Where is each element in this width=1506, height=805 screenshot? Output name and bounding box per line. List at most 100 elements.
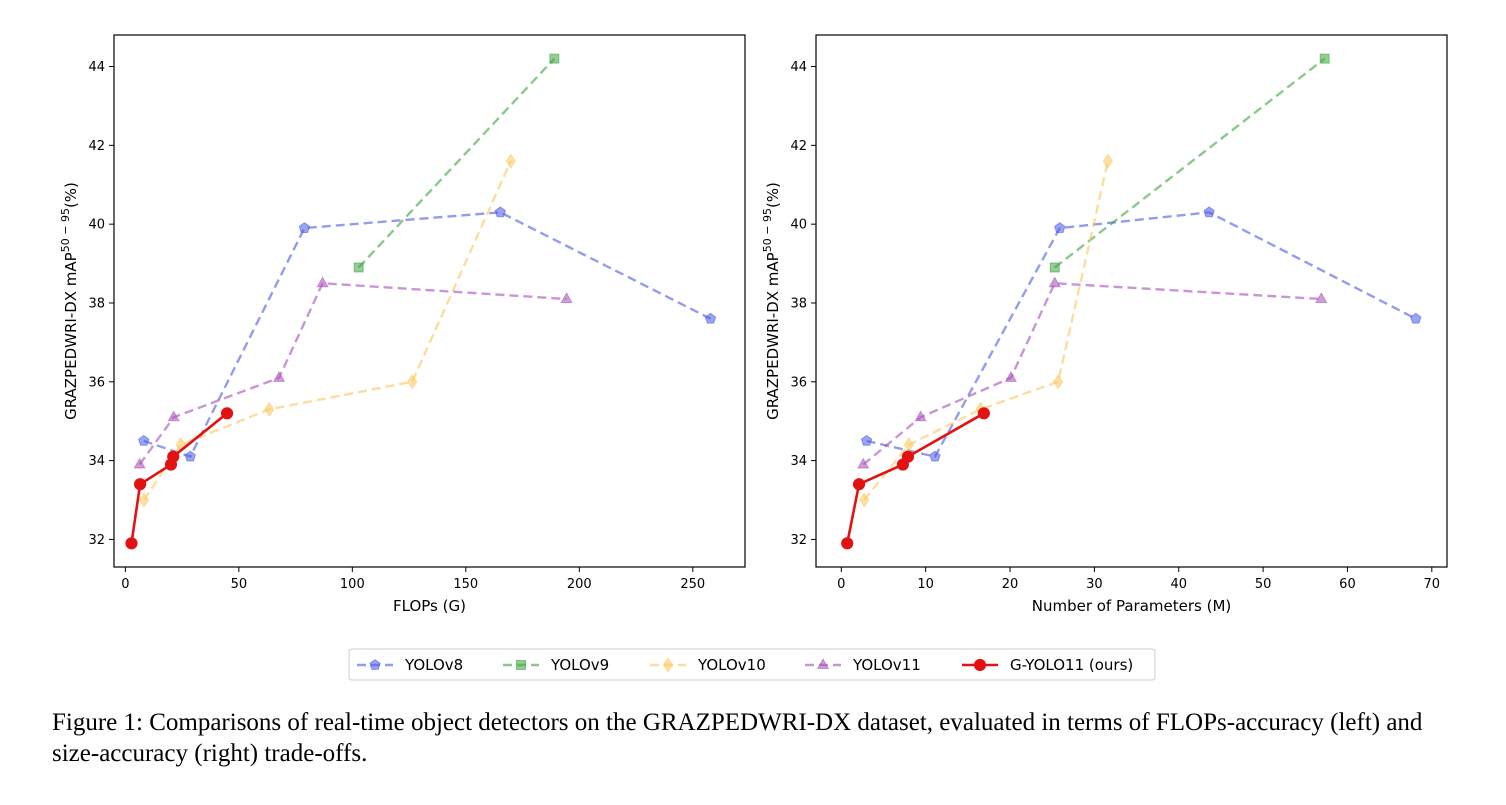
left-y-tick-label: 42: [88, 139, 105, 154]
legend-marker-yolov11: [816, 658, 830, 670]
legend-entry-yolov11: YOLOv11: [805, 656, 921, 674]
left-line-yolov8: [143, 211, 712, 458]
right-axes-frame: [815, 34, 1448, 568]
legend-entry-yolov10: YOLOv10: [650, 656, 766, 674]
right-y-tick-label: 34: [790, 454, 807, 469]
left-point-yolov10: [505, 153, 516, 169]
left-y-tick-label: 32: [88, 533, 105, 548]
left-point-yolov11: [133, 457, 146, 469]
left-point-yolov8: [298, 222, 311, 233]
right-series-yolov10: [858, 153, 1113, 508]
left-series-yolov10: [138, 153, 516, 508]
left-point-yolov10: [264, 401, 275, 418]
right-series-yolov11: [857, 276, 1328, 469]
right-series-yolov8: [860, 206, 1422, 462]
right-y-tick-label: 32: [790, 533, 807, 548]
left-x-tick-label: 150: [453, 577, 478, 592]
left-y-tick-label: 40: [88, 218, 105, 233]
right-x-tick-label: 70: [1424, 577, 1441, 592]
legend-label-yolov9: YOLOv9: [550, 656, 609, 674]
right-point-yolov8: [929, 450, 941, 462]
left-x-tick-label: 50: [231, 577, 248, 592]
right-point-yolov10: [903, 437, 914, 453]
left-point-yolov8: [704, 312, 717, 324]
right-y-axis-label: GRAZPEDWRI-DX mAP50 − 95(%): [761, 182, 782, 420]
left-point-g-yolo11-ours: [220, 407, 234, 420]
left-x-tick-label: 250: [680, 577, 705, 592]
right-point-yolov9: [1319, 53, 1330, 64]
right-x-tick-label: 60: [1339, 577, 1356, 592]
right-point-yolov8: [1054, 222, 1066, 233]
right-y-tick-label: 44: [790, 60, 807, 75]
right-point-g-yolo11-ours: [977, 407, 990, 420]
left-point-yolov10: [138, 492, 150, 508]
left-point-yolov9: [353, 262, 364, 273]
left-line-yolov11: [138, 282, 567, 466]
left-point-g-yolo11-ours: [125, 537, 138, 550]
right-series-yolov9: [1049, 53, 1330, 273]
right-point-yolov8: [1410, 312, 1422, 324]
right-y-tick-label: 36: [790, 375, 807, 390]
right-point-g-yolo11-ours: [901, 450, 915, 463]
legend-marker-yolov10: [662, 657, 674, 673]
left-series-yolov8: [138, 206, 717, 462]
left-point-yolov9: [549, 53, 560, 64]
right-y-tick-label: 42: [790, 139, 807, 154]
right-x-axis-label: Number of Parameters (M): [1032, 597, 1232, 615]
legend-entry-yolov9: YOLOv9: [503, 656, 609, 674]
left-line-yolov9: [357, 57, 556, 269]
right-point-yolov9: [1049, 262, 1060, 273]
left-axes-frame: [113, 34, 746, 568]
right-x-tick-label: 10: [917, 577, 934, 592]
right-point-yolov10: [1102, 153, 1113, 169]
left-x-axis-label: FLOPs (G): [393, 597, 466, 615]
legend-label-yolov8: YOLOv8: [404, 656, 463, 674]
legend-marker-g-yolo11-ours: [973, 658, 987, 672]
right-point-g-yolo11-ours: [841, 537, 854, 550]
left-series-g-yolo11-ours: [125, 407, 234, 550]
right-x-tick-label: 50: [1255, 577, 1272, 592]
right-y-tick-label: 40: [790, 218, 807, 233]
right-x-tick-label: 30: [1086, 577, 1103, 592]
left-point-g-yolo11-ours: [134, 478, 147, 491]
legend-marker-yolov9: [516, 660, 526, 670]
right-point-yolov10: [1053, 374, 1064, 390]
right-line-yolov11: [862, 282, 1322, 466]
legend-box: [348, 648, 1156, 681]
right-line-yolov9: [1053, 57, 1326, 269]
left-y-tick-label: 38: [88, 296, 105, 311]
left-series-yolov11: [133, 276, 573, 469]
left-line-yolov10: [142, 160, 512, 501]
left-x-tick-label: 0: [121, 577, 129, 592]
left-point-yolov11: [167, 410, 180, 422]
legend-label-g-yolo11-ours: G-YOLO11 (ours): [1010, 656, 1133, 674]
right-point-yolov11: [1048, 276, 1061, 288]
figure-caption: Figure 1: Comparisons of real-time objec…: [52, 709, 1423, 767]
legend-entry-g-yolo11-ours: G-YOLO11 (ours): [962, 656, 1133, 674]
left-y-tick-label: 44: [88, 60, 105, 75]
legend: YOLOv8 YOLOv9 YOLOv10 YOLOv11 G-YOLO11 (ours…: [348, 648, 1156, 681]
right-series-g-yolo11-ours: [841, 407, 990, 550]
legend-entry-yolov8: YOLOv8: [357, 656, 463, 674]
left-point-g-yolo11-ours: [167, 450, 180, 463]
left-y-axis-label: GRAZPEDWRI-DX mAP50 − 95(%): [59, 182, 80, 420]
right-x-tick-label: 40: [1170, 577, 1187, 592]
right-point-yolov11: [1315, 292, 1328, 304]
left-x-tick-label: 100: [340, 577, 365, 592]
left-point-yolov8: [184, 450, 196, 462]
left-point-yolov11: [272, 370, 286, 382]
right-point-yolov10: [858, 492, 870, 508]
right-point-yolov11: [914, 410, 927, 422]
right-x-tick-label: 20: [1002, 577, 1019, 592]
left-y-tick-label: 34: [88, 454, 105, 469]
legend-label-yolov11: YOLOv11: [852, 656, 921, 674]
left-point-yolov8: [138, 434, 150, 446]
left-y-tick-label: 36: [88, 375, 105, 390]
legend-marker-yolov8: [369, 658, 381, 670]
left-point-yolov8: [494, 206, 507, 218]
right-line-g-yolo11-ours: [845, 412, 985, 544]
left-point-yolov11: [316, 276, 329, 288]
left-series-yolov9: [353, 53, 560, 273]
right-line-yolov10: [863, 160, 1110, 501]
